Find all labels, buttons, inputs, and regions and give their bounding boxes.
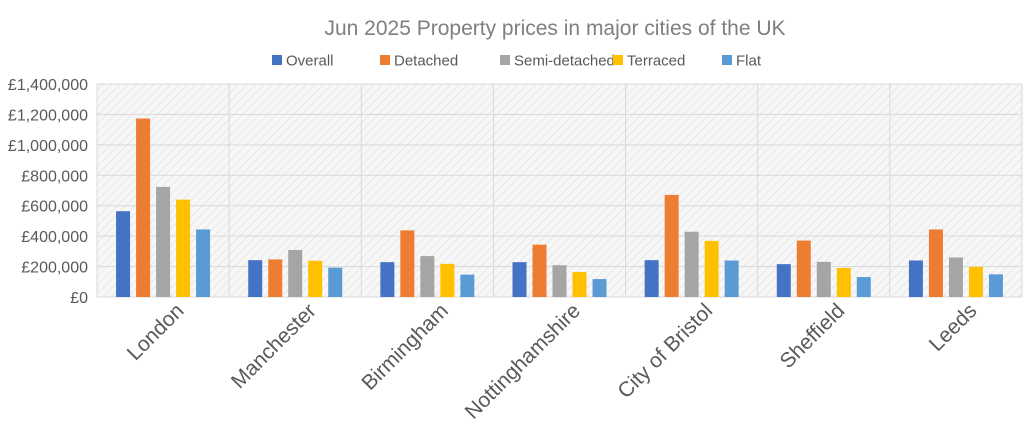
legend-label: Detached xyxy=(394,53,458,70)
bar-flat-6 xyxy=(988,274,1003,297)
bar-overall-6 xyxy=(908,260,923,297)
bar-terraced-3 xyxy=(572,272,587,297)
bar-detached-5 xyxy=(796,240,811,297)
chart-title: Jun 2025 Property prices in major cities… xyxy=(324,17,785,40)
gridlines xyxy=(96,83,1023,298)
bar-detached-3 xyxy=(532,244,547,297)
x-tick-label: Birmingham xyxy=(357,299,452,394)
bar-overall-3 xyxy=(512,262,527,297)
bar-semi-detached-2 xyxy=(420,256,435,297)
bar-overall-2 xyxy=(380,262,395,297)
bar-semi-detached-6 xyxy=(948,257,963,297)
bar-overall-1 xyxy=(248,260,263,297)
bar-flat-5 xyxy=(856,277,871,297)
y-tick-label: £1,200,000 xyxy=(8,107,88,124)
bar-semi-detached-3 xyxy=(552,265,567,297)
bar-overall-5 xyxy=(776,264,791,297)
legend-swatch xyxy=(380,55,390,65)
bar-semi-detached-5 xyxy=(816,261,831,297)
y-tick-label: £200,000 xyxy=(21,260,88,277)
y-tick-label: £600,000 xyxy=(21,199,88,216)
legend-swatch xyxy=(500,55,510,65)
bar-detached-4 xyxy=(664,194,679,297)
bar-overall-0 xyxy=(116,211,131,297)
bar-semi-detached-4 xyxy=(684,231,699,297)
legend-label: Flat xyxy=(736,53,762,70)
bar-terraced-0 xyxy=(176,199,191,297)
y-tick-label: £0 xyxy=(70,290,88,307)
bar-terraced-4 xyxy=(704,240,719,297)
bar-detached-0 xyxy=(136,118,151,297)
legend-swatch xyxy=(722,55,732,65)
bar-terraced-2 xyxy=(440,263,455,297)
y-tick-label: £1,000,000 xyxy=(8,138,88,155)
legend-label: Semi-detached xyxy=(514,53,615,70)
x-tick-label: Manchester xyxy=(227,299,321,393)
y-axis: £0 £200,000 £400,000 £600,000 £800,000 £1,000… xyxy=(8,77,88,307)
x-tick-label: Leeds xyxy=(925,299,982,356)
x-tick-label: Nottinghamshire xyxy=(461,299,585,423)
x-tick-label: Sheffield xyxy=(776,299,850,373)
y-tick-label: £400,000 xyxy=(21,229,88,246)
bar-detached-1 xyxy=(268,259,283,297)
bar-detached-6 xyxy=(928,229,943,297)
bar-terraced-1 xyxy=(308,260,323,297)
bar-overall-4 xyxy=(644,260,659,297)
bar-flat-0 xyxy=(196,229,211,297)
x-tick-label: London xyxy=(123,299,189,365)
legend-label: Overall xyxy=(286,53,334,70)
x-tick-label: City of Bristol xyxy=(613,299,717,403)
bar-flat-2 xyxy=(460,274,475,297)
y-tick-label: £1,400,000 xyxy=(8,77,88,94)
y-tick-label: £800,000 xyxy=(21,168,88,185)
bar-flat-3 xyxy=(592,279,607,297)
bar-flat-4 xyxy=(724,260,739,297)
legend: Overall Detached Semi-detached Terraced Flat xyxy=(272,53,762,70)
bar-semi-detached-0 xyxy=(156,186,171,297)
legend-label: Terraced xyxy=(627,53,685,70)
bar-flat-1 xyxy=(328,267,343,297)
bar-terraced-5 xyxy=(836,267,851,297)
bars xyxy=(116,118,1003,297)
x-axis: London Manchester Birmingham Nottinghamshir… xyxy=(123,299,982,423)
bar-semi-detached-1 xyxy=(288,249,303,297)
bar-detached-2 xyxy=(400,230,415,297)
legend-swatch xyxy=(272,55,282,65)
plot-area xyxy=(97,84,1022,297)
legend-swatch xyxy=(613,55,623,65)
bar-terraced-6 xyxy=(968,266,983,297)
